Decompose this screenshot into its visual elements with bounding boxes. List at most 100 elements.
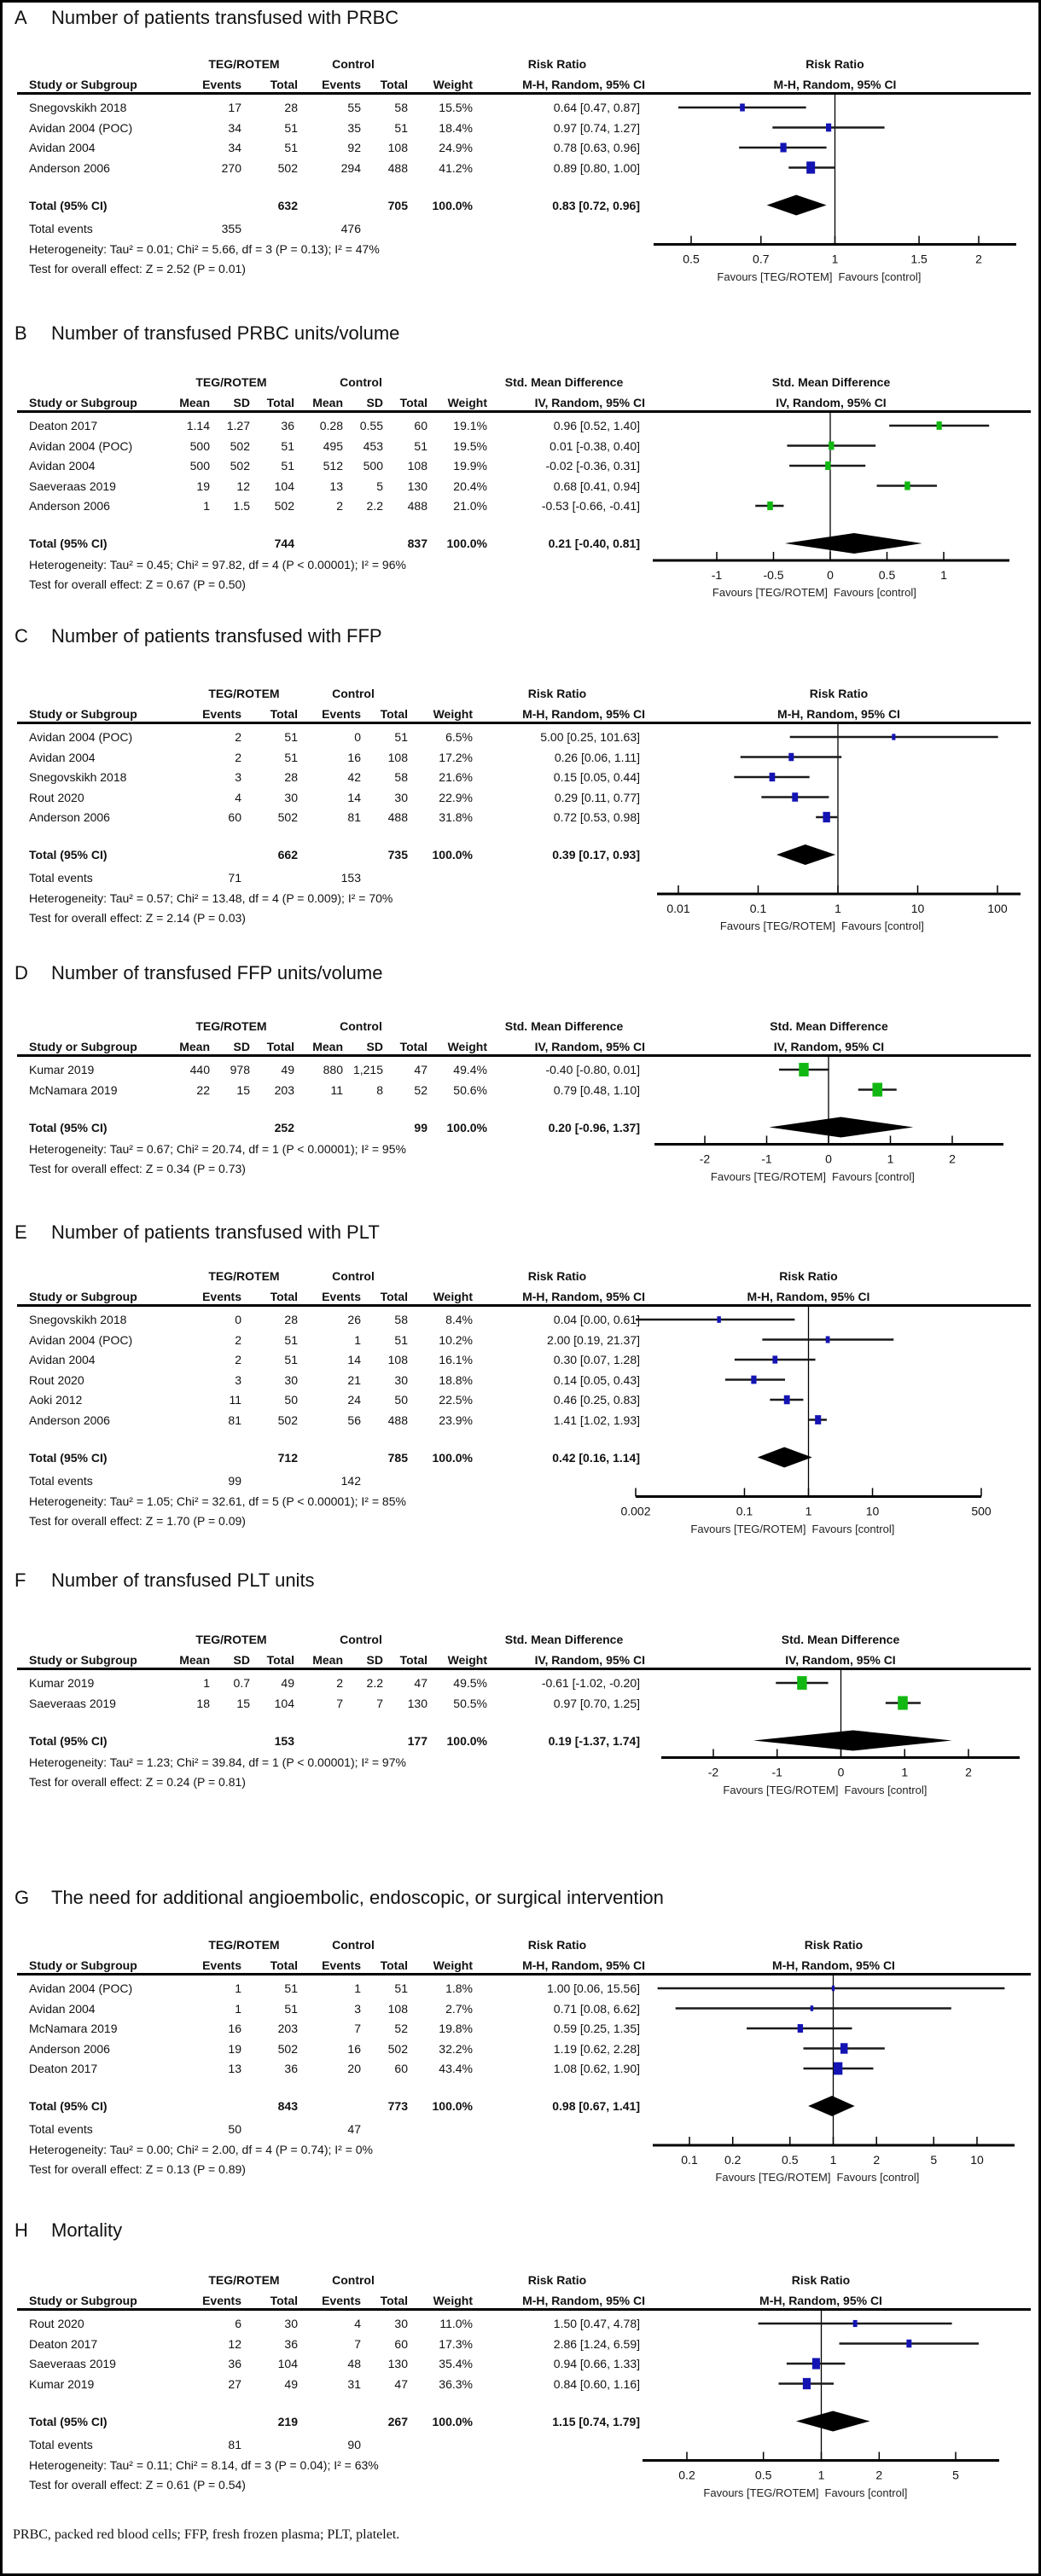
total-cell: 662 <box>277 848 298 862</box>
column-header: M-H, Random, 95% CI <box>522 2294 645 2307</box>
study-cell: 20.4% <box>453 479 487 493</box>
x-tick-label: -2 <box>700 1152 711 1166</box>
study-estimate-marker <box>898 1696 908 1710</box>
overall-effect-text: Test for overall effect: Z = 2.52 (P = 0… <box>29 261 246 276</box>
study-cell: 0.97 [0.74, 1.27] <box>553 120 640 135</box>
study-cell: 49 <box>284 2376 298 2391</box>
heterogeneity-text: Heterogeneity: Tau² = 0.00; Chi² = 2.00,… <box>29 2143 373 2156</box>
column-header: Total <box>380 1290 408 1303</box>
x-tick-label: 0.1 <box>681 2153 698 2167</box>
total-cell: 785 <box>387 1450 408 1465</box>
column-header: Events <box>322 1290 361 1303</box>
study-cell: 15.5% <box>439 101 473 114</box>
panel-letter: H <box>15 2219 28 2241</box>
x-tick-label: 2 <box>949 1152 956 1166</box>
study-cell: 18 <box>196 1696 210 1710</box>
study-cell: 20 <box>347 2062 361 2075</box>
study-cell: 34 <box>228 141 241 154</box>
panel-title: Mortality <box>51 2219 123 2241</box>
x-tick-label: 10 <box>866 1505 880 1518</box>
panel-title: Number of patients transfused with PLT <box>51 1221 380 1243</box>
total-cell: 837 <box>407 537 427 550</box>
study-cell: 81 <box>347 810 361 824</box>
x-tick-label: 10 <box>911 902 925 915</box>
study-cell: 0.79 [0.48, 1.10] <box>553 1082 640 1097</box>
group-header-teg-rotem: TEG/ROTEM <box>208 687 280 700</box>
total-cell: 99 <box>414 1120 427 1134</box>
total-cell: 0.42 [0.16, 1.14] <box>552 1450 640 1465</box>
overall-effect-text: Test for overall effect: Z = 0.67 (P = 0… <box>29 577 246 591</box>
panel-letter: A <box>15 7 27 28</box>
study-cell: 42 <box>347 770 361 784</box>
study-cell: 2 <box>235 1332 241 1347</box>
panel-title: Number of transfused FFP units/volume <box>51 962 383 983</box>
study-cell: 108 <box>407 459 427 473</box>
study-cell: 13 <box>228 2062 241 2075</box>
study-cell: 270 <box>221 160 241 175</box>
study-name: Snegovskikh 2018 <box>29 101 127 114</box>
study-cell: 60 <box>228 810 241 824</box>
study-cell: 0.89 [0.80, 1.00] <box>553 160 640 175</box>
study-cell: 51 <box>284 1332 298 1347</box>
study-name: Avidan 2004 (POC) <box>29 1332 133 1347</box>
study-cell: 32.2% <box>439 2041 473 2056</box>
column-header: Mean <box>312 1040 343 1053</box>
total-cell: 219 <box>277 2414 298 2428</box>
study-cell: 49 <box>281 1063 294 1076</box>
total-events-cell: 153 <box>340 871 361 885</box>
panel-letter: C <box>15 625 28 647</box>
study-cell: 51 <box>281 438 294 453</box>
study-cell: 52 <box>394 2022 408 2035</box>
panel-letter: E <box>15 1221 27 1243</box>
study-cell: 0.15 [0.05, 0.44] <box>553 770 640 784</box>
study-estimate-marker <box>788 752 794 762</box>
study-cell: 7 <box>354 2336 361 2351</box>
study-cell: 3 <box>235 770 241 784</box>
study-cell: 5 <box>376 479 383 493</box>
study-cell: 51 <box>414 438 427 453</box>
x-tick-label: 0.5 <box>755 2469 772 2482</box>
study-name: McNamara 2019 <box>29 1082 118 1097</box>
study-cell: 1 <box>203 499 210 513</box>
study-cell: 2 <box>235 730 241 744</box>
total-events-cell: 99 <box>228 1473 241 1488</box>
study-cell: 16 <box>347 750 361 764</box>
column-header: Events <box>202 2294 241 2307</box>
study-cell: 8 <box>376 1082 383 1097</box>
plot-method-header: M-H, Random, 95% CI <box>777 707 900 721</box>
plot-measure-header: Risk Ratio <box>791 2273 851 2287</box>
effect-measure-header: Risk Ratio <box>527 1269 587 1283</box>
column-header: Total <box>399 396 427 409</box>
study-estimate-marker <box>740 103 745 112</box>
study-cell: 11 <box>229 1393 241 1407</box>
study-cell: 1.41 [1.02, 1.93] <box>553 1413 640 1427</box>
panel-letter: F <box>15 1569 26 1591</box>
study-name: Deaton 2017 <box>29 2062 98 2075</box>
overall-effect-text: Test for overall effect: Z = 0.34 (P = 0… <box>29 1161 246 1175</box>
total-cell: 100.0% <box>432 2099 473 2113</box>
study-cell: 0.94 [0.66, 1.33] <box>553 2357 640 2370</box>
favours-treatment-label: Favours [TEG/ROTEM] <box>710 1169 826 1183</box>
study-cell: 3 <box>235 1372 241 1387</box>
study-estimate-marker <box>833 2062 843 2075</box>
pooled-estimate-diamond <box>808 2096 855 2116</box>
x-tick-label: 5 <box>952 2469 959 2482</box>
total-cell: 100.0% <box>432 2414 473 2428</box>
study-cell: 15 <box>236 1696 250 1710</box>
study-estimate-marker <box>783 1395 790 1405</box>
total-cell: 735 <box>387 848 408 862</box>
pooled-estimate-diamond <box>757 1447 812 1468</box>
favours-treatment-label: Favours [TEG/ROTEM] <box>723 1783 839 1796</box>
total-cell: 100.0% <box>446 537 487 550</box>
column-header: Total <box>270 707 298 721</box>
group-header-control: Control <box>332 1269 375 1283</box>
plot-measure-header: Risk Ratio <box>809 687 869 700</box>
total-cell: 744 <box>274 537 294 550</box>
study-estimate-marker <box>792 792 799 802</box>
study-cell: 488 <box>387 810 408 824</box>
column-header: SD <box>366 1653 383 1667</box>
column-header: Study or Subgroup <box>29 1653 137 1667</box>
column-header: Total <box>266 1040 294 1053</box>
favours-control-label: Favours [control] <box>834 586 916 599</box>
study-cell: 26 <box>347 1313 361 1326</box>
